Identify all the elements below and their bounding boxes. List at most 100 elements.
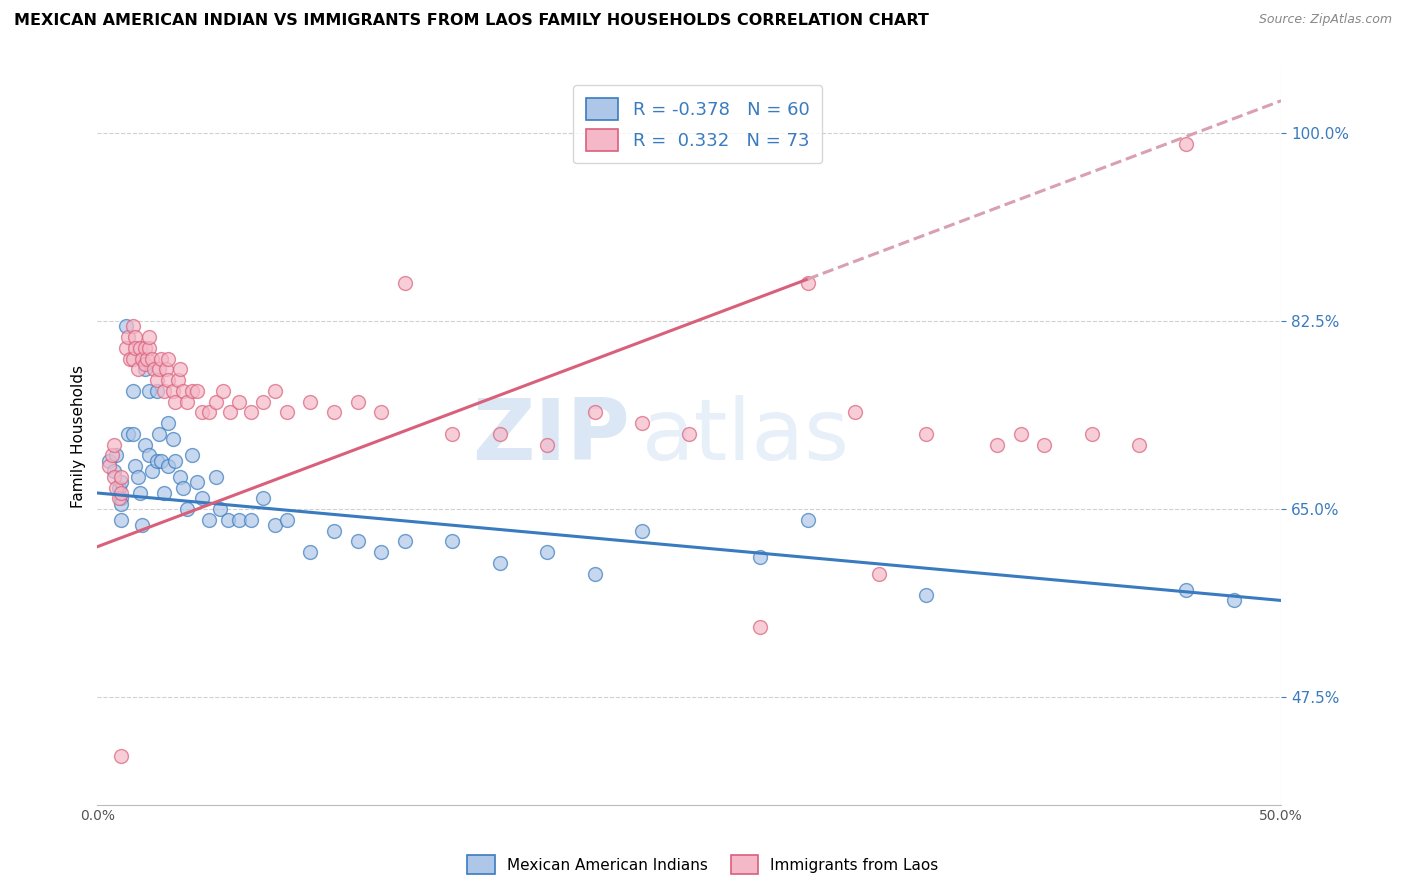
Point bbox=[117, 330, 139, 344]
Point bbox=[165, 394, 187, 409]
Point bbox=[299, 394, 322, 409]
Point bbox=[150, 454, 173, 468]
Point bbox=[143, 362, 166, 376]
Point bbox=[264, 518, 287, 533]
Point bbox=[346, 394, 368, 409]
Point bbox=[136, 351, 159, 366]
Point bbox=[138, 330, 160, 344]
Point bbox=[172, 384, 194, 398]
Point bbox=[915, 426, 938, 441]
Point bbox=[1010, 426, 1032, 441]
Point bbox=[323, 405, 346, 419]
Point bbox=[134, 357, 156, 371]
Point bbox=[986, 437, 1008, 451]
Point bbox=[121, 384, 143, 398]
Point bbox=[110, 497, 132, 511]
Point bbox=[176, 394, 198, 409]
Point bbox=[844, 405, 866, 419]
Point bbox=[131, 351, 153, 366]
Point bbox=[488, 426, 510, 441]
Point bbox=[370, 405, 392, 419]
Point bbox=[441, 534, 464, 549]
Text: MEXICAN AMERICAN INDIAN VS IMMIGRANTS FROM LAOS FAMILY HOUSEHOLDS CORRELATION CH: MEXICAN AMERICAN INDIAN VS IMMIGRANTS FR… bbox=[14, 13, 929, 29]
Point bbox=[240, 513, 263, 527]
Point bbox=[204, 394, 226, 409]
Point bbox=[394, 534, 416, 549]
Point bbox=[157, 459, 180, 474]
Point bbox=[145, 373, 167, 387]
Point bbox=[1128, 437, 1150, 451]
Point bbox=[110, 749, 132, 764]
Point bbox=[197, 405, 219, 419]
Point bbox=[114, 319, 136, 334]
Point bbox=[138, 341, 160, 355]
Point bbox=[150, 351, 173, 366]
Point bbox=[127, 362, 149, 376]
Point bbox=[219, 405, 242, 419]
Point bbox=[1175, 136, 1198, 151]
Point bbox=[176, 502, 198, 516]
Point bbox=[323, 524, 346, 538]
Point bbox=[172, 481, 194, 495]
Point bbox=[190, 405, 212, 419]
Point bbox=[299, 545, 322, 559]
Point bbox=[134, 341, 156, 355]
Point bbox=[749, 550, 772, 565]
Point bbox=[129, 341, 152, 355]
Point bbox=[110, 486, 132, 500]
Point bbox=[148, 362, 170, 376]
Point bbox=[145, 384, 167, 398]
Point bbox=[107, 481, 129, 495]
Point bbox=[114, 341, 136, 355]
Point bbox=[749, 620, 772, 634]
Point bbox=[211, 384, 233, 398]
Point bbox=[394, 277, 416, 291]
Point bbox=[228, 394, 250, 409]
Point bbox=[217, 513, 239, 527]
Point bbox=[131, 518, 153, 533]
Point bbox=[124, 341, 146, 355]
Point bbox=[186, 384, 208, 398]
Point bbox=[110, 491, 132, 506]
Point bbox=[145, 454, 167, 468]
Point bbox=[152, 486, 174, 500]
Point bbox=[1080, 426, 1102, 441]
Point bbox=[181, 384, 204, 398]
Point bbox=[121, 426, 143, 441]
Point bbox=[197, 513, 219, 527]
Point bbox=[228, 513, 250, 527]
Point bbox=[1222, 593, 1244, 607]
Point bbox=[209, 502, 232, 516]
Point bbox=[276, 405, 298, 419]
Y-axis label: Family Households: Family Households bbox=[72, 365, 86, 508]
Point bbox=[152, 384, 174, 398]
Point bbox=[148, 426, 170, 441]
Point bbox=[186, 475, 208, 490]
Point bbox=[103, 470, 125, 484]
Point bbox=[124, 459, 146, 474]
Point bbox=[98, 459, 121, 474]
Point bbox=[157, 373, 180, 387]
Point bbox=[121, 351, 143, 366]
Text: ZIP: ZIP bbox=[472, 395, 630, 478]
Point bbox=[166, 373, 188, 387]
Point bbox=[134, 362, 156, 376]
Point bbox=[100, 449, 122, 463]
Point bbox=[110, 470, 132, 484]
Point bbox=[121, 319, 143, 334]
Point bbox=[264, 384, 287, 398]
Point bbox=[868, 566, 890, 581]
Point bbox=[631, 524, 654, 538]
Point bbox=[1033, 437, 1056, 451]
Point bbox=[155, 362, 177, 376]
Point bbox=[252, 394, 274, 409]
Point bbox=[181, 449, 204, 463]
Point bbox=[240, 405, 263, 419]
Point bbox=[129, 486, 152, 500]
Point bbox=[165, 454, 187, 468]
Point bbox=[157, 351, 180, 366]
Point bbox=[583, 405, 606, 419]
Legend: R = -0.378   N = 60, R =  0.332   N = 73: R = -0.378 N = 60, R = 0.332 N = 73 bbox=[574, 85, 823, 163]
Point bbox=[796, 513, 818, 527]
Point bbox=[370, 545, 392, 559]
